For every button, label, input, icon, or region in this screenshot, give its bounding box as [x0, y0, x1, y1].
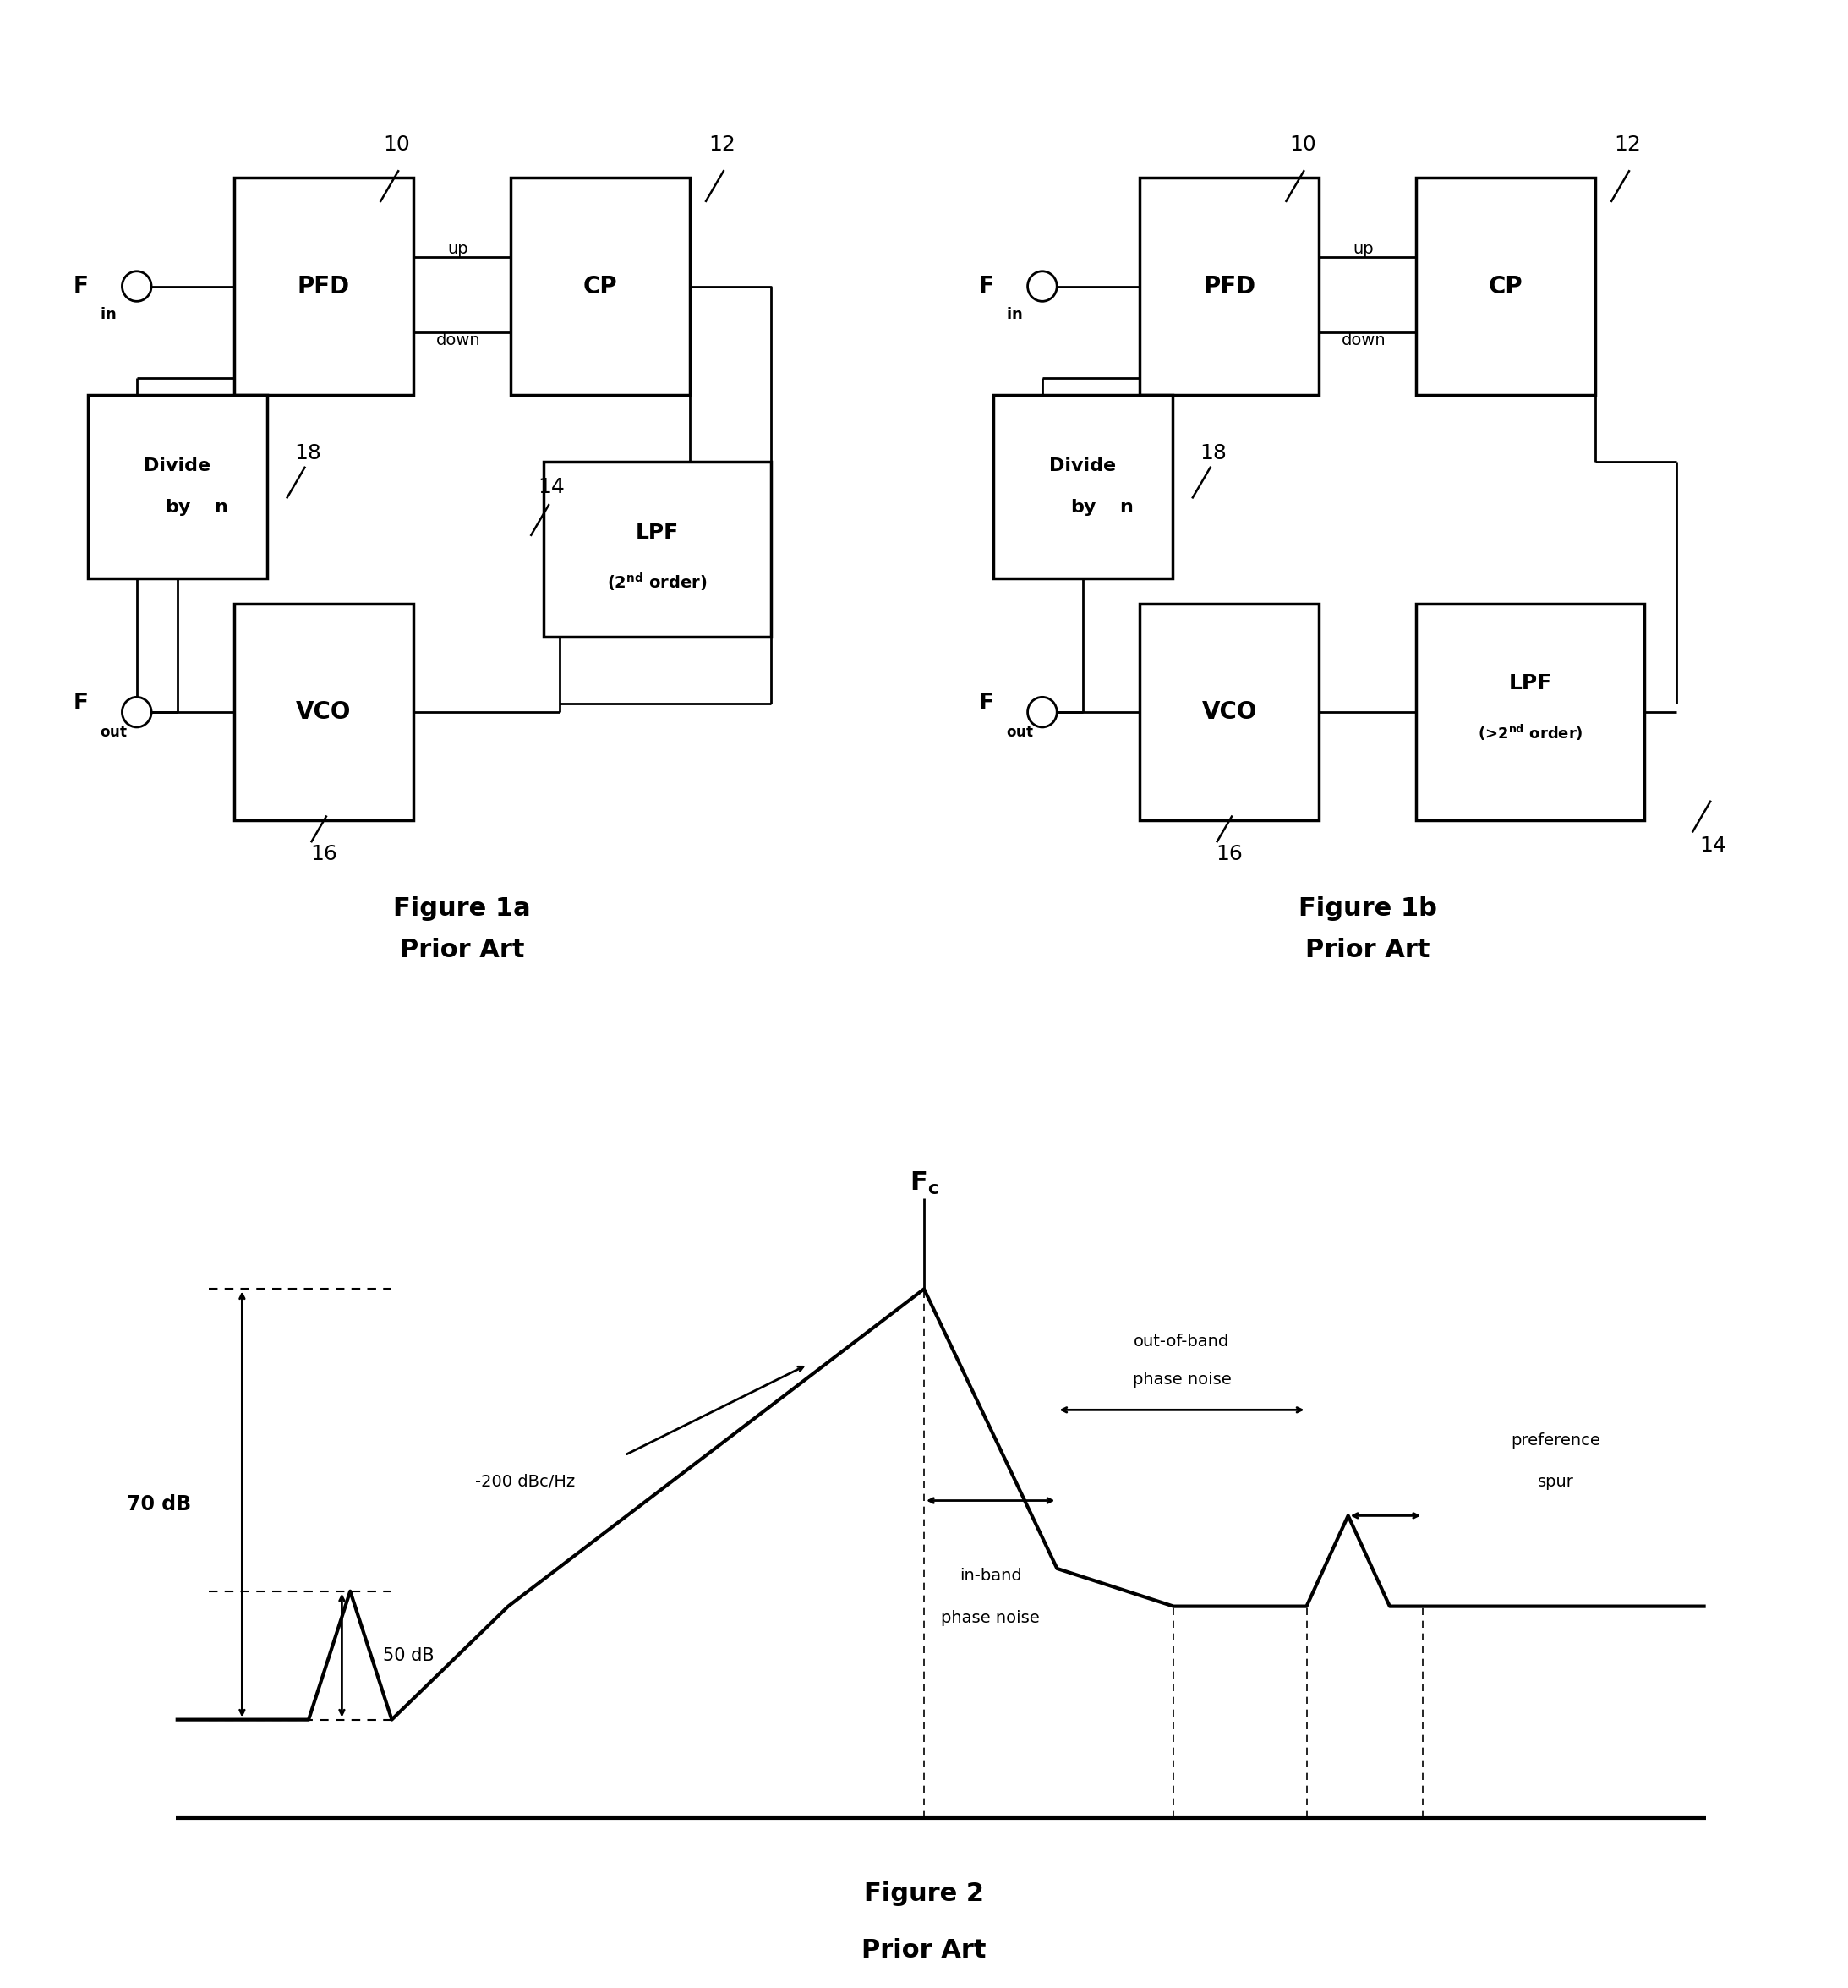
Text: $\mathbf{n}$: $\mathbf{n}$ [214, 499, 227, 517]
FancyBboxPatch shape [1416, 177, 1595, 396]
Text: 18: 18 [294, 443, 322, 463]
FancyBboxPatch shape [1140, 604, 1319, 821]
Text: $\mathbf{in}$: $\mathbf{in}$ [1005, 306, 1022, 322]
Text: $\mathbf{F}$: $\mathbf{F}$ [72, 274, 89, 298]
Text: 10: 10 [1290, 133, 1316, 155]
FancyBboxPatch shape [543, 461, 771, 636]
Text: Divide: Divide [144, 457, 211, 475]
Text: VCO: VCO [1201, 700, 1257, 724]
FancyBboxPatch shape [235, 177, 414, 396]
Text: out-of-band: out-of-band [1135, 1334, 1229, 1350]
Text: in-band: in-band [959, 1569, 1022, 1584]
Text: down: down [436, 332, 480, 348]
Text: 16: 16 [310, 843, 336, 865]
FancyBboxPatch shape [89, 396, 266, 579]
Text: VCO: VCO [296, 700, 351, 724]
Text: 50 dB: 50 dB [383, 1646, 434, 1664]
Text: $\mathbf{n}$: $\mathbf{n}$ [1120, 499, 1133, 517]
Text: Figure 1a: Figure 1a [394, 897, 530, 920]
Text: $\mathbf{out}$: $\mathbf{out}$ [1005, 724, 1033, 740]
Text: 10: 10 [384, 133, 410, 155]
Text: 16: 16 [1216, 843, 1242, 865]
Text: spur: spur [1538, 1473, 1574, 1489]
Text: Prior Art: Prior Art [399, 938, 525, 962]
Text: phase noise: phase noise [1133, 1372, 1231, 1388]
Text: Prior Art: Prior Art [1305, 938, 1430, 962]
Text: -200 dBc/Hz: -200 dBc/Hz [475, 1473, 575, 1489]
FancyBboxPatch shape [235, 604, 414, 821]
Text: 14: 14 [1700, 835, 1726, 857]
Text: Figure 2: Figure 2 [865, 1881, 983, 1906]
Text: 18: 18 [1199, 443, 1227, 463]
Text: 14: 14 [538, 477, 565, 497]
Text: CP: CP [1489, 274, 1523, 298]
Text: $\mathbf{F_c}$: $\mathbf{F_c}$ [909, 1171, 939, 1197]
Text: 70 dB: 70 dB [128, 1495, 190, 1515]
Text: $\mathbf{F}$: $\mathbf{F}$ [72, 692, 89, 716]
Text: preference: preference [1512, 1431, 1600, 1447]
Text: $\mathbf{out}$: $\mathbf{out}$ [100, 724, 128, 740]
Text: LPF: LPF [636, 523, 678, 543]
FancyBboxPatch shape [1416, 604, 1645, 821]
Text: down: down [1342, 332, 1386, 348]
Text: (>2$^{\mathbf{nd}}$ order): (>2$^{\mathbf{nd}}$ order) [1477, 724, 1584, 744]
Text: $\mathbf{F}$: $\mathbf{F}$ [978, 692, 994, 716]
FancyBboxPatch shape [510, 177, 689, 396]
Text: PFD: PFD [298, 274, 349, 298]
Text: Divide: Divide [1050, 457, 1116, 475]
Text: phase noise: phase noise [941, 1610, 1040, 1626]
Text: LPF: LPF [1508, 672, 1552, 694]
Text: CP: CP [584, 274, 617, 298]
FancyBboxPatch shape [994, 396, 1172, 579]
Text: (2$^{\mathbf{nd}}$ order): (2$^{\mathbf{nd}}$ order) [606, 573, 708, 594]
Text: Prior Art: Prior Art [861, 1938, 987, 1962]
FancyBboxPatch shape [1140, 177, 1319, 396]
Text: up: up [447, 241, 468, 256]
Text: $\mathbf{F}$: $\mathbf{F}$ [978, 274, 994, 298]
Text: up: up [1353, 241, 1373, 256]
Text: 12: 12 [1615, 133, 1641, 155]
Text: $\mathbf{in}$: $\mathbf{in}$ [100, 306, 116, 322]
Text: by: by [1070, 499, 1096, 517]
Text: 12: 12 [710, 133, 736, 155]
Text: PFD: PFD [1203, 274, 1255, 298]
Text: by: by [164, 499, 190, 517]
Text: Figure 1b: Figure 1b [1299, 897, 1436, 920]
